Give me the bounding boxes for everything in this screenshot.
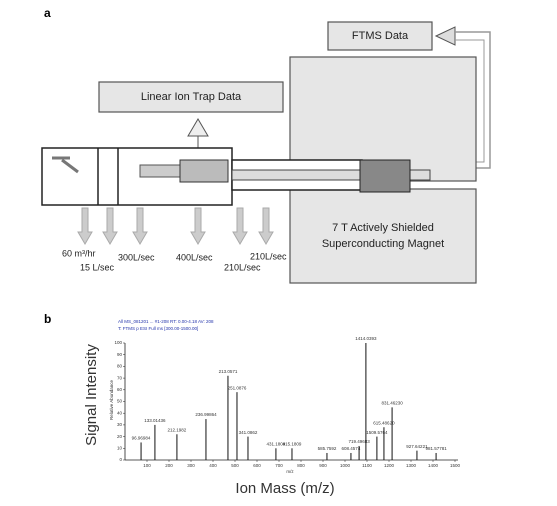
pump-label: 60 m³/hr bbox=[62, 248, 96, 258]
pump-label: 15 L/sec bbox=[80, 262, 115, 272]
x-tick-label: 1000 bbox=[340, 463, 351, 468]
inner-y-label: Relative Abundance bbox=[109, 379, 114, 420]
y-tick-label: 80 bbox=[117, 364, 123, 369]
x-axis-label: Ion Mass (m/z) bbox=[235, 480, 334, 497]
y-tick-label: 0 bbox=[119, 457, 122, 462]
ion-source bbox=[61, 158, 79, 174]
peak-label: 96.96984 bbox=[132, 436, 151, 441]
pump-label: 210L/sec bbox=[224, 262, 261, 272]
pump-arrow bbox=[102, 207, 118, 245]
x-tick-label: 1200 bbox=[384, 463, 395, 468]
peak-label: 831.46230 bbox=[381, 401, 403, 406]
y-tick-label: 60 bbox=[117, 387, 123, 392]
pump-arrow bbox=[190, 207, 206, 245]
peak-label: 1509.5764 bbox=[366, 430, 388, 435]
peak-label: 431.1809 bbox=[267, 441, 286, 446]
peak-label: 236.99864 bbox=[195, 412, 217, 417]
ion-tube bbox=[231, 169, 431, 181]
y-tick-label: 20 bbox=[117, 434, 123, 439]
y-tick-label: 50 bbox=[117, 399, 123, 404]
magnet-label: 7 T Actively Shielded bbox=[332, 222, 434, 234]
pump-label: 300L/sec bbox=[118, 252, 155, 262]
magnet-box bbox=[289, 188, 477, 284]
x-tick-label: 100 bbox=[143, 463, 151, 468]
lit-box bbox=[98, 81, 284, 113]
peak-label: 1414.0393 bbox=[355, 336, 377, 341]
pump-arrow bbox=[77, 207, 93, 245]
spectrum-header: All MS_081201 ... #1-208 RT: 0.00-4.18 A… bbox=[118, 319, 214, 324]
panel-label: a bbox=[44, 6, 51, 20]
peak-label: 213.0571 bbox=[219, 369, 238, 374]
pump-label: 210L/sec bbox=[250, 251, 287, 261]
y-tick-label: 100 bbox=[114, 340, 122, 345]
x-tick-label: 800 bbox=[297, 463, 305, 468]
y-axis-label: Signal Intensity bbox=[83, 344, 100, 446]
peak-label: 719.49683 bbox=[348, 439, 370, 444]
x-tick-label: 700 bbox=[275, 463, 283, 468]
peak-label: 212.1982 bbox=[168, 427, 187, 432]
y-tick-label: 30 bbox=[117, 422, 123, 427]
x-tick-label: 1100 bbox=[362, 463, 372, 468]
x-tick-label: 400 bbox=[209, 463, 217, 468]
x-tick-label: 900 bbox=[319, 463, 327, 468]
spectrum-header: T: FTMS p ESI Full ms [300.00-1500.00] bbox=[118, 326, 198, 331]
peak-label: 981.57781 bbox=[425, 446, 447, 451]
pump-arrow bbox=[232, 207, 248, 245]
detector bbox=[187, 118, 209, 137]
peak-label: 615.48620 bbox=[373, 420, 395, 425]
peak-label: 585.7592 bbox=[318, 446, 337, 451]
pump-arrow bbox=[258, 207, 274, 245]
ftms-box bbox=[327, 21, 433, 51]
pump-label: 400L/sec bbox=[176, 252, 213, 262]
peak-label: 608.4574 bbox=[342, 446, 361, 451]
x-tick-label: 1300 bbox=[406, 463, 417, 468]
x-tick-label: 200 bbox=[165, 463, 173, 468]
pump-arrow bbox=[132, 207, 148, 245]
detector bbox=[434, 26, 456, 46]
panel-label: b bbox=[44, 312, 51, 326]
ion-optics bbox=[139, 164, 181, 178]
peak-label: 341.0862 bbox=[239, 430, 258, 435]
ftms-label: FTMS Data bbox=[352, 30, 409, 42]
lit-label: Linear Ion Trap Data bbox=[141, 91, 242, 103]
y-tick-label: 10 bbox=[117, 445, 123, 450]
x-tick-label: 600 bbox=[253, 463, 261, 468]
peak-label: 927.64221 bbox=[406, 444, 428, 449]
inner-x-label: m/z bbox=[286, 469, 294, 474]
peak-label: 415.1809 bbox=[283, 441, 302, 446]
x-tick-label: 300 bbox=[187, 463, 195, 468]
y-tick-label: 70 bbox=[117, 375, 123, 380]
linear-ion-trap bbox=[179, 159, 229, 183]
y-tick-label: 90 bbox=[117, 352, 123, 357]
peak-label: 133.01436 bbox=[144, 418, 166, 423]
icr-cell bbox=[359, 159, 411, 193]
x-tick-label: 1500 bbox=[450, 463, 461, 468]
x-tick-label: 500 bbox=[231, 463, 239, 468]
y-tick-label: 40 bbox=[117, 410, 123, 415]
x-tick-label: 1400 bbox=[428, 463, 439, 468]
magnet-label: Superconducting Magnet bbox=[322, 238, 444, 250]
peak-label: 251.0876 bbox=[228, 385, 247, 390]
